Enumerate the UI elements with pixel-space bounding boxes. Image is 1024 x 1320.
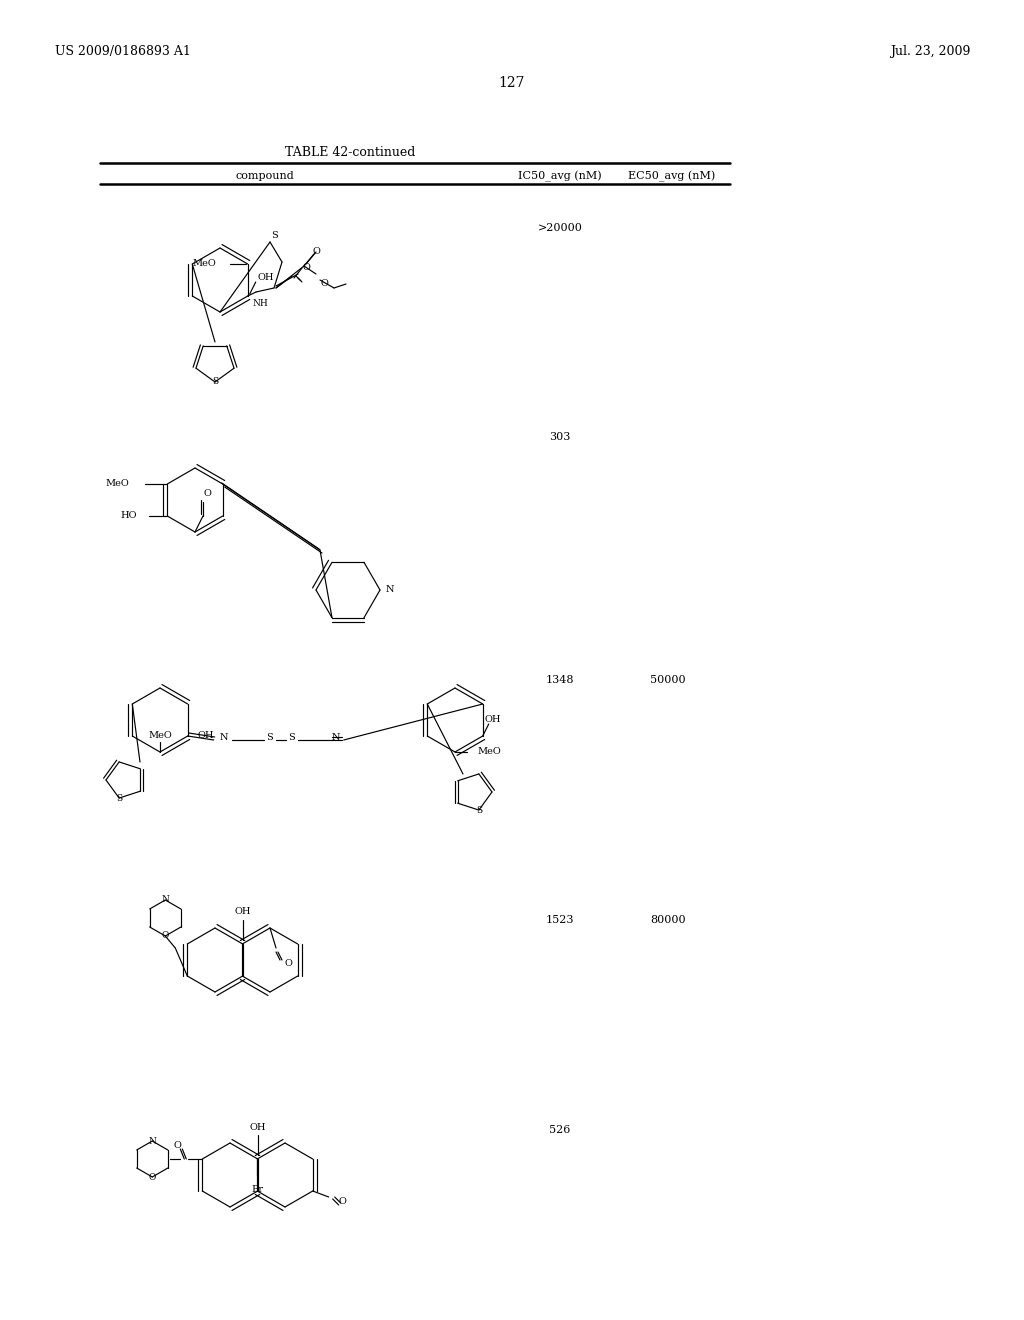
- Text: Br: Br: [251, 1184, 263, 1193]
- Text: TABLE 42-continued: TABLE 42-continued: [285, 145, 415, 158]
- Text: MeO: MeO: [191, 260, 216, 268]
- Text: 1523: 1523: [546, 915, 574, 925]
- Text: Jul. 23, 2009: Jul. 23, 2009: [890, 45, 970, 58]
- Text: 303: 303: [549, 432, 570, 442]
- Text: O: O: [321, 280, 328, 289]
- Text: S: S: [289, 734, 295, 742]
- Text: OH: OH: [258, 273, 274, 282]
- Text: N: N: [162, 895, 169, 904]
- Text: 1348: 1348: [546, 675, 574, 685]
- Text: N: N: [148, 1137, 157, 1146]
- Text: OH: OH: [484, 715, 501, 725]
- Text: O: O: [173, 1140, 181, 1150]
- Text: S: S: [266, 734, 273, 742]
- Text: EC50_avg (nM): EC50_avg (nM): [629, 170, 716, 182]
- Text: N: N: [386, 586, 394, 594]
- Text: 80000: 80000: [650, 915, 686, 925]
- Text: 526: 526: [549, 1125, 570, 1135]
- Text: O: O: [312, 248, 319, 256]
- Text: S: S: [212, 378, 218, 387]
- Text: 50000: 50000: [650, 675, 686, 685]
- Text: O: O: [302, 263, 310, 272]
- Text: MeO: MeO: [477, 747, 501, 756]
- Text: HO: HO: [121, 511, 137, 520]
- Text: MeO: MeO: [148, 731, 172, 741]
- Text: S: S: [271, 231, 279, 239]
- Text: O: O: [339, 1196, 347, 1205]
- Text: OH: OH: [198, 731, 214, 741]
- Text: O: O: [284, 960, 292, 969]
- Text: IC50_avg (nM): IC50_avg (nM): [518, 170, 602, 182]
- Text: O: O: [203, 490, 211, 499]
- Text: O: O: [162, 932, 169, 940]
- Text: MeO: MeO: [105, 479, 129, 488]
- Text: 127: 127: [499, 77, 525, 90]
- Text: US 2009/0186893 A1: US 2009/0186893 A1: [55, 45, 190, 58]
- Text: N: N: [332, 734, 340, 742]
- Text: OH: OH: [234, 908, 251, 916]
- Text: S: S: [476, 805, 482, 814]
- Text: compound: compound: [236, 172, 294, 181]
- Text: >20000: >20000: [538, 223, 583, 234]
- Text: OH: OH: [249, 1122, 266, 1131]
- Text: S: S: [116, 793, 122, 803]
- Text: N: N: [219, 734, 228, 742]
- Text: NH: NH: [252, 300, 268, 309]
- Text: O: O: [148, 1172, 156, 1181]
